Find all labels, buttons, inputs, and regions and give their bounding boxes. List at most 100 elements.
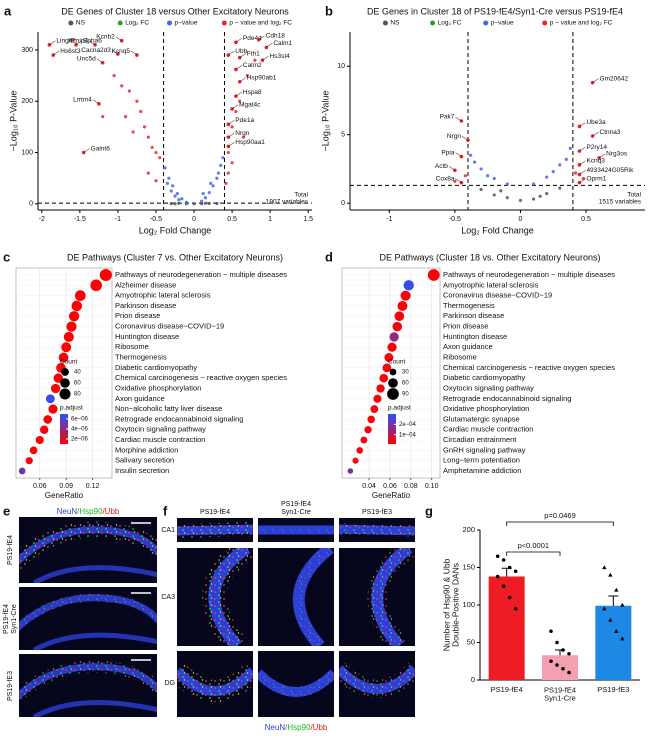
text-line: Total — [294, 191, 308, 198]
point — [173, 194, 177, 198]
dot — [66, 321, 77, 332]
x-tick-label: -1 — [386, 216, 392, 223]
x-tick-label: -2 — [39, 216, 45, 223]
point — [518, 198, 523, 203]
point — [146, 171, 150, 175]
gene-label: Pde1a — [235, 117, 254, 124]
y-tick-label: 200 — [21, 98, 33, 105]
category-label: Axon guidance — [443, 342, 493, 351]
data-point — [620, 602, 625, 607]
leader-line — [228, 50, 235, 56]
text-line: Total — [627, 191, 641, 198]
leader-line — [592, 131, 599, 137]
gene-label: Mgat4c — [239, 102, 261, 109]
text-line: Number of Hsp90 & Ubb — [442, 558, 452, 651]
gene-label: Lrrtm4 — [73, 97, 92, 104]
bar — [595, 605, 632, 680]
micrograph — [19, 517, 157, 583]
gene-label: Cdh18 — [266, 32, 286, 39]
gene-label: Oprm1 — [586, 175, 606, 182]
point — [154, 179, 158, 183]
legend-label: NS — [76, 20, 86, 27]
legend-size — [388, 378, 398, 388]
legend-label: 40 — [74, 370, 81, 376]
x-tick-label: 0.04 — [362, 483, 376, 490]
data-point — [501, 558, 506, 562]
legend-label: 30 — [402, 370, 409, 376]
legend-size — [387, 388, 399, 400]
leader-line — [111, 49, 119, 55]
gene-label: Actb — [435, 163, 448, 170]
point — [245, 74, 249, 78]
dot — [39, 425, 49, 434]
gene-label: Ubb — [235, 48, 247, 55]
gene-label: Gm20642 — [600, 75, 629, 82]
data-point — [555, 663, 559, 667]
point — [142, 125, 147, 129]
dot — [364, 426, 372, 434]
annotation: Total 1907 variables — [266, 191, 309, 205]
point — [165, 181, 169, 185]
point — [163, 166, 167, 170]
micrograph — [339, 518, 415, 542]
category-label: Retrograde endocannabinoid signaling — [443, 394, 571, 403]
y-tick-label: 200 — [462, 525, 475, 534]
x-axis-label: Log₂ Fold Change — [139, 225, 212, 235]
dot — [347, 468, 354, 474]
point — [545, 175, 549, 179]
point — [499, 189, 503, 193]
micrograph-grid — [177, 518, 415, 717]
data-point — [495, 554, 500, 559]
data-point — [561, 666, 565, 671]
legend-label: p−value — [175, 20, 198, 27]
point — [146, 135, 150, 139]
legend-size — [59, 388, 71, 400]
panel-label: d — [325, 249, 333, 264]
leader-line — [262, 56, 269, 61]
chart-title: DE Pathways (Cluster 7 vs. Other Excitat… — [67, 252, 283, 262]
dot — [58, 352, 69, 363]
leader-line — [88, 40, 96, 46]
legend-label: Log₂ FC — [125, 20, 149, 27]
category-label: Thermogenesis — [443, 301, 495, 310]
micrograph — [177, 651, 253, 717]
category-label: Circadian entrainment — [443, 435, 517, 444]
point — [531, 197, 536, 201]
gene-label: Ctnna3 — [600, 129, 621, 136]
point — [167, 176, 171, 180]
legend-label: 4e−06 — [71, 427, 89, 433]
point — [472, 160, 477, 164]
category-label: Thermogenesis — [115, 353, 167, 362]
legend-swatch — [430, 20, 436, 26]
x-tick-label: 0.5 — [227, 216, 237, 223]
category-label: Morphine addiction — [115, 445, 178, 454]
x-tick-label: 0.12 — [86, 483, 100, 490]
stain-label: NeuN/Hsp90/Ubb — [57, 507, 120, 516]
gene-label: Kcnip4 — [68, 38, 88, 45]
category-label: Chemical carcinogenesis − reactive oxyge… — [443, 363, 615, 372]
leader-line — [579, 146, 586, 152]
micrograph — [177, 548, 253, 646]
leader-line — [83, 148, 90, 153]
point — [234, 109, 238, 114]
point — [203, 201, 208, 205]
text-line: PS19-fE4 — [544, 685, 576, 694]
signal — [19, 593, 157, 632]
chart-title: DE Genes of Cluster 18 versus Other Exci… — [61, 6, 289, 16]
gene-label: Kcnq5 — [112, 48, 131, 55]
point — [200, 199, 204, 203]
point — [230, 161, 234, 165]
point — [545, 191, 549, 196]
panel-label: a — [4, 3, 12, 18]
legend-swatch — [117, 20, 123, 26]
chart-title: DE Pathways (Cluster 18 vs. Other Excita… — [379, 252, 600, 262]
point — [226, 171, 230, 175]
category-label: Amphetamine addiction — [443, 466, 521, 475]
micrograph — [19, 587, 157, 650]
point — [150, 145, 154, 150]
leader-line — [235, 91, 243, 97]
text-line: 1515 variables — [599, 198, 642, 205]
leader-line — [266, 43, 273, 48]
gene-label: Hspa8 — [243, 89, 262, 96]
gene-label: Kcnq3 — [586, 158, 605, 165]
